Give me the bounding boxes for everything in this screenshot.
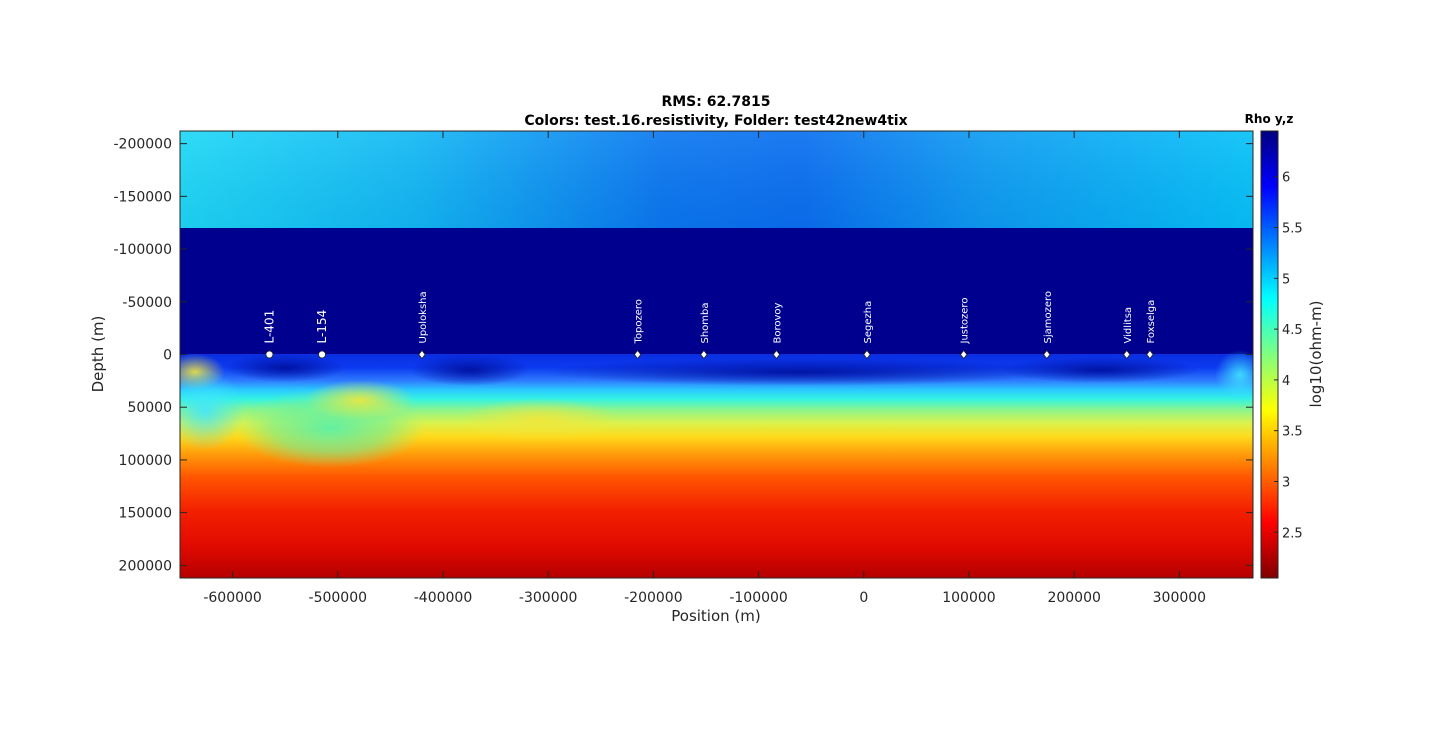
- station-label: Vidlitsa: [1123, 307, 1134, 344]
- colorbar-ticks: 2.5 3 3.5 4 4.5 5 5.5 6: [1274, 171, 1303, 541]
- dark-zone-3: [540, 358, 1060, 386]
- top-layer-shading: [180, 131, 1253, 229]
- x-tick-label: -600000: [203, 590, 262, 606]
- x-tick-label: -200000: [624, 590, 683, 606]
- y-axis-label: Depth (m): [89, 316, 107, 393]
- yellow-anomaly: [305, 380, 415, 420]
- x-tick-label: -500000: [309, 590, 368, 606]
- x-tick-label: 0: [859, 590, 868, 606]
- dark-zone-4: [1000, 357, 1200, 383]
- station-marker: [700, 349, 708, 360]
- station-label: Foxselga: [1146, 300, 1157, 344]
- station-label: Sjamozero: [1043, 291, 1054, 344]
- station-marker: [772, 349, 781, 360]
- x-tick-label: -300000: [519, 590, 578, 606]
- colorbar-title: Rho y,z: [1245, 112, 1294, 126]
- x-tick-label: 100000: [942, 590, 995, 606]
- y-tick-label: 50000: [127, 400, 172, 416]
- y-tick-label: 0: [163, 348, 172, 364]
- y-tick-label: 200000: [119, 558, 172, 574]
- station-label: Topozero: [634, 299, 645, 344]
- colorbar-tick-label: 2.5: [1282, 526, 1303, 541]
- stations: L-401 L-154 Upoloksha Topozero Shomba Borovoy…: [262, 291, 1157, 360]
- x-axis-label: Position (m): [671, 607, 761, 625]
- resistive-layer: [180, 228, 1253, 355]
- station-marker: [863, 349, 871, 360]
- station-marker: [1043, 349, 1051, 360]
- yellow-rise: [460, 398, 620, 442]
- cyan-zone-right: [1215, 350, 1253, 400]
- x-tick-label: -100000: [729, 590, 788, 606]
- colorbar-tick-label: 3: [1282, 475, 1290, 490]
- x-tick-label: 300000: [1153, 590, 1206, 606]
- y-tick-label: -100000: [114, 242, 173, 258]
- station-label: L-154: [315, 310, 329, 344]
- station-marker: [1146, 349, 1154, 360]
- station-marker: [1123, 349, 1131, 360]
- cyan-zone-left: [180, 370, 245, 450]
- station-marker: [418, 349, 426, 360]
- colorbar-tick-label: 4: [1282, 374, 1290, 389]
- y-tick-label: 100000: [119, 453, 172, 469]
- colorbar-tick-label: 4.5: [1282, 323, 1303, 338]
- dark-zone-1: [225, 354, 345, 382]
- station-marker: [959, 349, 968, 360]
- chart-title-line2: Colors: test.16.resistivity, Folder: tes…: [524, 113, 907, 129]
- station-label: Shomba: [700, 302, 711, 343]
- station-label: Borovoy: [772, 302, 783, 343]
- colorbar-tick-label: 5: [1282, 272, 1290, 287]
- y-tick-label: -150000: [114, 189, 173, 205]
- colorbar-label: log10(ohm-m): [1307, 301, 1325, 408]
- station-marker: [318, 350, 326, 359]
- station-marker: [633, 349, 642, 360]
- station-label: Justozero: [960, 298, 971, 345]
- station-label: Upoloksha: [418, 291, 429, 343]
- colorbar: [1260, 130, 1279, 579]
- y-tick-label: -50000: [122, 295, 172, 311]
- station-label: L-401: [262, 310, 276, 344]
- y-axis: -200000 -150000 -100000 -50000 0 50000 100000 1…: [114, 137, 1253, 574]
- y-tick-label: -200000: [114, 137, 173, 153]
- chart-title-line1: RMS: 62.7815: [661, 94, 770, 110]
- dark-zone-2: [410, 354, 530, 386]
- heatmap-area: [180, 131, 1253, 578]
- colorbar-tick-label: 5.5: [1282, 222, 1303, 237]
- station-label: Segezha: [863, 301, 874, 344]
- colorbar-tick-label: 6: [1282, 171, 1290, 186]
- y-tick-label: 150000: [119, 506, 172, 522]
- station-marker: [265, 350, 274, 359]
- colorbar-tick-label: 3.5: [1282, 425, 1303, 440]
- x-tick-label: 200000: [1047, 590, 1100, 606]
- x-axis: -600000 -500000 -400000 -300000 -200000 -1000…: [203, 131, 1206, 606]
- x-tick-label: -400000: [414, 590, 473, 606]
